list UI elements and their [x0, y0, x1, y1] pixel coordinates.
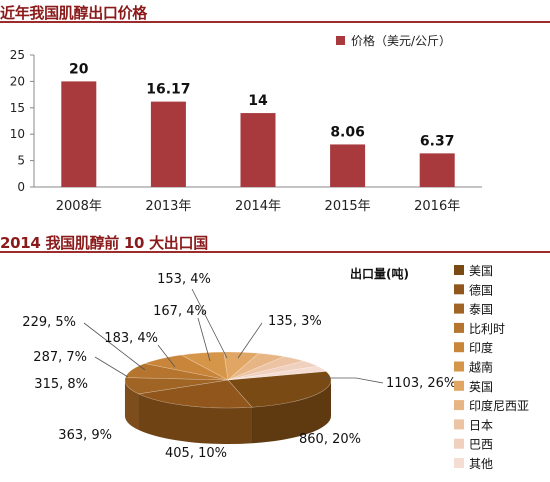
legend-label: 美国 [469, 264, 493, 278]
legend-label: 日本 [469, 418, 493, 432]
legend-label: 英国 [469, 380, 493, 394]
legend-swatch [454, 438, 464, 449]
pie-slice [227, 360, 319, 381]
bar-value-label: 16.17 [146, 82, 190, 98]
legend-label: 越南 [469, 360, 493, 375]
x-tick-label: 2015年 [325, 199, 371, 214]
legend-label: 比利时 [469, 322, 505, 336]
bar-value-label: 20 [69, 61, 89, 77]
pie-chart-title: 2014 我国肌醇前 10 大出口国 [0, 234, 208, 252]
legend-swatch [454, 419, 464, 430]
y-tick-label: 5 [17, 154, 25, 168]
bar [330, 144, 366, 187]
pie-data-label: 135, 3% [268, 314, 322, 329]
bar [240, 113, 276, 187]
y-tick-label: 20 [10, 74, 25, 88]
pie-slice [227, 352, 286, 381]
y-tick-label: 0 [17, 180, 25, 194]
bar [150, 101, 186, 187]
y-tick-label: 25 [10, 48, 25, 62]
bar-value-label: 14 [248, 93, 268, 109]
legend-swatch [454, 284, 464, 295]
legend-label: 印度 [469, 340, 493, 355]
pie-slice [143, 354, 229, 381]
pie-chart: 1103, 26% 860, 20% 405, 10% 363, 9% 315, 8% 2… [22, 264, 529, 471]
x-tick-label: 2008年 [56, 199, 102, 214]
legend-swatch [336, 36, 345, 45]
pie-title-rule [0, 251, 550, 253]
pie-data-label: 287, 7% [33, 350, 87, 365]
pie-leader-line [197, 317, 211, 362]
legend-label: 德国 [469, 282, 493, 297]
pie-data-label: 363, 9% [58, 428, 112, 443]
pie-slice [124, 363, 229, 381]
legend-label: 泰国 [469, 303, 493, 317]
legend-swatch [454, 265, 464, 275]
bar-value-label: 8.06 [330, 124, 365, 140]
pie-data-label: 183, 4% [104, 331, 158, 346]
pie-leader-line [322, 377, 384, 384]
bar-legend: 价格（美元/公斤） [336, 33, 451, 48]
x-tick-label: 2014年 [235, 199, 281, 214]
legend-label: 印度尼西亚 [469, 398, 529, 413]
legend-swatch [454, 400, 464, 411]
pie-legend-title: 出口量(吨) [350, 266, 409, 281]
pie-leader-line [237, 322, 263, 359]
legend-label: 价格（美元/公斤） [351, 33, 451, 48]
pie-slice [137, 379, 253, 409]
bar-value-label: 6.37 [420, 133, 455, 149]
legend-swatch [454, 458, 464, 468]
legend-swatch [454, 380, 464, 391]
pie-leader-line [94, 356, 129, 378]
pie-leader-line [191, 288, 228, 359]
legend-label: 巴西 [469, 438, 493, 452]
pie-slice [227, 371, 332, 408]
legend-swatch [454, 361, 464, 372]
bar [419, 153, 455, 187]
y-tick-label: 15 [10, 101, 25, 115]
y-tick-label: 10 [10, 127, 25, 141]
bar-chart-title: 近年我国肌醇出口价格 [0, 4, 148, 22]
bar-chart: 0 5 10 15 20 25 20 2008年 16.17 2013年 14 2014年 8.06 20… [10, 33, 482, 214]
pie-leader-line [157, 344, 176, 368]
pie-data-label: 229, 5% [22, 315, 76, 330]
bar [61, 81, 97, 187]
pie-data-label: 405, 10% [165, 446, 227, 461]
pie-data-label: 860, 20% [299, 432, 361, 447]
legend-swatch [454, 322, 464, 333]
legend-label: 其他 [469, 457, 493, 471]
pie-slice [227, 356, 305, 381]
bar-title-rule [0, 21, 550, 23]
pie-data-label: 153, 4% [157, 272, 211, 287]
legend-swatch [454, 303, 464, 314]
legend-swatch [454, 342, 464, 353]
pie-leader-line [83, 322, 146, 371]
x-tick-label: 2013年 [145, 199, 191, 214]
pie-slice [124, 377, 229, 395]
pie-data-label: 1103, 26% [386, 376, 456, 391]
pie-data-label: 167, 4% [153, 304, 207, 319]
x-tick-label: 2016年 [414, 199, 460, 214]
pie-slice [227, 365, 327, 381]
pie-data-label: 315, 8% [34, 377, 88, 392]
